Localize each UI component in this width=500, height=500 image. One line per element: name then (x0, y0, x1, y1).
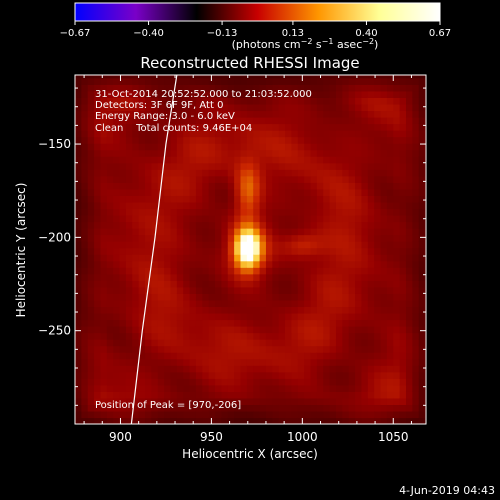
x-tick-label: 1050 (378, 430, 409, 444)
colorbar-unit-label: (photons cm−2 s−1 asec−2) (232, 37, 379, 51)
colorbar-tick-label: 0.13 (282, 28, 304, 39)
colorbar-tick-label: 0.40 (355, 28, 377, 39)
x-tick-label: 900 (109, 430, 132, 444)
y-tick-label: −150 (38, 137, 71, 151)
generation-timestamp: 4-Jun-2019 04:43 (399, 484, 495, 497)
x-tick-label: 1000 (287, 430, 318, 444)
colorbar (74, 2, 441, 22)
y-tick-label: −250 (38, 324, 71, 338)
heatmap-image (75, 75, 426, 424)
peak-position-text: Position of Peak = [970,-206] (95, 400, 241, 411)
plot-frame (74, 74, 427, 425)
time-range-text: 31-Oct-2014 20:52:52.000 to 21:03:52.000 (95, 89, 312, 100)
y-axis-ticks: −150 −200 −250 (38, 87, 426, 425)
colorbar-tick-label: 0.67 (429, 28, 451, 39)
colorbar-tick-label: −0.13 (207, 28, 238, 39)
detectors-text: Detectors: 3F 6F 9F, Att 0 (95, 100, 223, 111)
counts-text: Clean Total counts: 9.46E+04 (95, 123, 252, 134)
colorbar-tick-label: −0.67 (60, 28, 91, 39)
x-axis-ticks: 900 950 1000 1050 (83, 75, 412, 444)
colorbar-ticks: −0.67 −0.40 −0.13 0.13 0.40 0.67 (60, 21, 451, 39)
x-tick-label: 950 (200, 430, 223, 444)
y-axis-label: Heliocentric Y (arcsec) (14, 183, 28, 318)
colorbar-tick-label: −0.40 (133, 28, 164, 39)
observation-info: 31-Oct-2014 20:52:52.000 to 21:03:52.000… (95, 89, 312, 134)
y-tick-label: −200 (38, 230, 71, 244)
energy-range-text: Energy Range: 3.0 - 6.0 keV (95, 111, 235, 122)
x-axis-label: Heliocentric X (arcsec) (182, 447, 318, 461)
chart-title: Reconstructed RHESSI Image (140, 54, 359, 72)
solar-limb-line (130, 75, 178, 424)
